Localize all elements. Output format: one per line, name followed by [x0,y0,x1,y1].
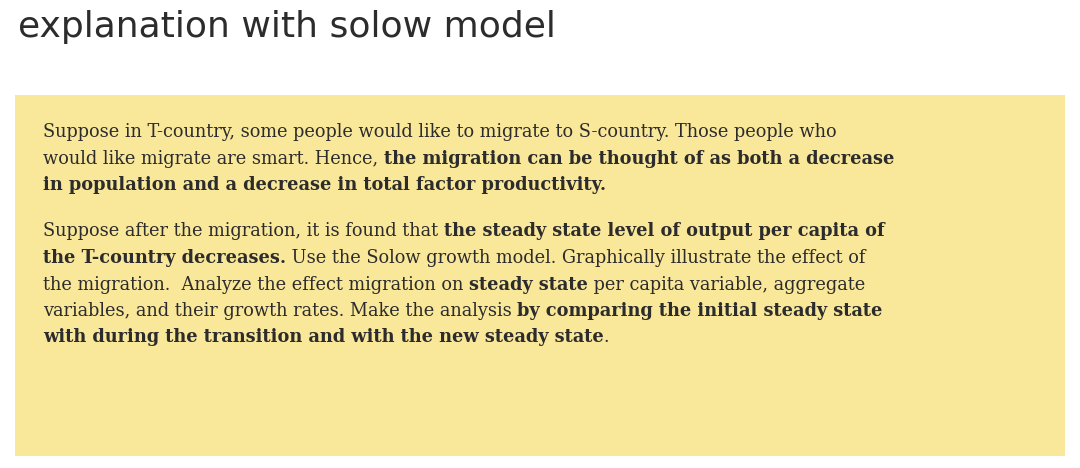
Text: Suppose after the migration, it is found that: Suppose after the migration, it is found… [43,222,444,241]
Text: .: . [604,329,609,346]
Text: explanation with solow model: explanation with solow model [18,10,556,44]
Text: Suppose in T-country, some people would like to migrate to S-country. Those peop: Suppose in T-country, some people would … [43,123,837,141]
Text: the migration can be thought of as both a decrease: the migration can be thought of as both … [383,149,894,168]
Text: variables, and their growth rates. Make the analysis: variables, and their growth rates. Make … [43,302,517,320]
Text: per capita variable, aggregate: per capita variable, aggregate [588,276,865,293]
Text: Use the Solow growth model. Graphically illustrate the effect of: Use the Solow growth model. Graphically … [286,249,866,267]
Text: the T-country decreases.: the T-country decreases. [43,249,286,267]
Text: by comparing the initial steady state: by comparing the initial steady state [517,302,882,320]
Text: the steady state level of output per capita of: the steady state level of output per cap… [444,222,885,241]
Text: steady state: steady state [469,276,588,293]
Text: would like migrate are smart. Hence,: would like migrate are smart. Hence, [43,149,383,168]
Text: with during the transition and with the new steady state: with during the transition and with the … [43,329,604,346]
Text: the migration.  Analyze the effect migration on: the migration. Analyze the effect migrat… [43,276,469,293]
Text: in population and a decrease in total factor productivity.: in population and a decrease in total fa… [43,176,606,194]
